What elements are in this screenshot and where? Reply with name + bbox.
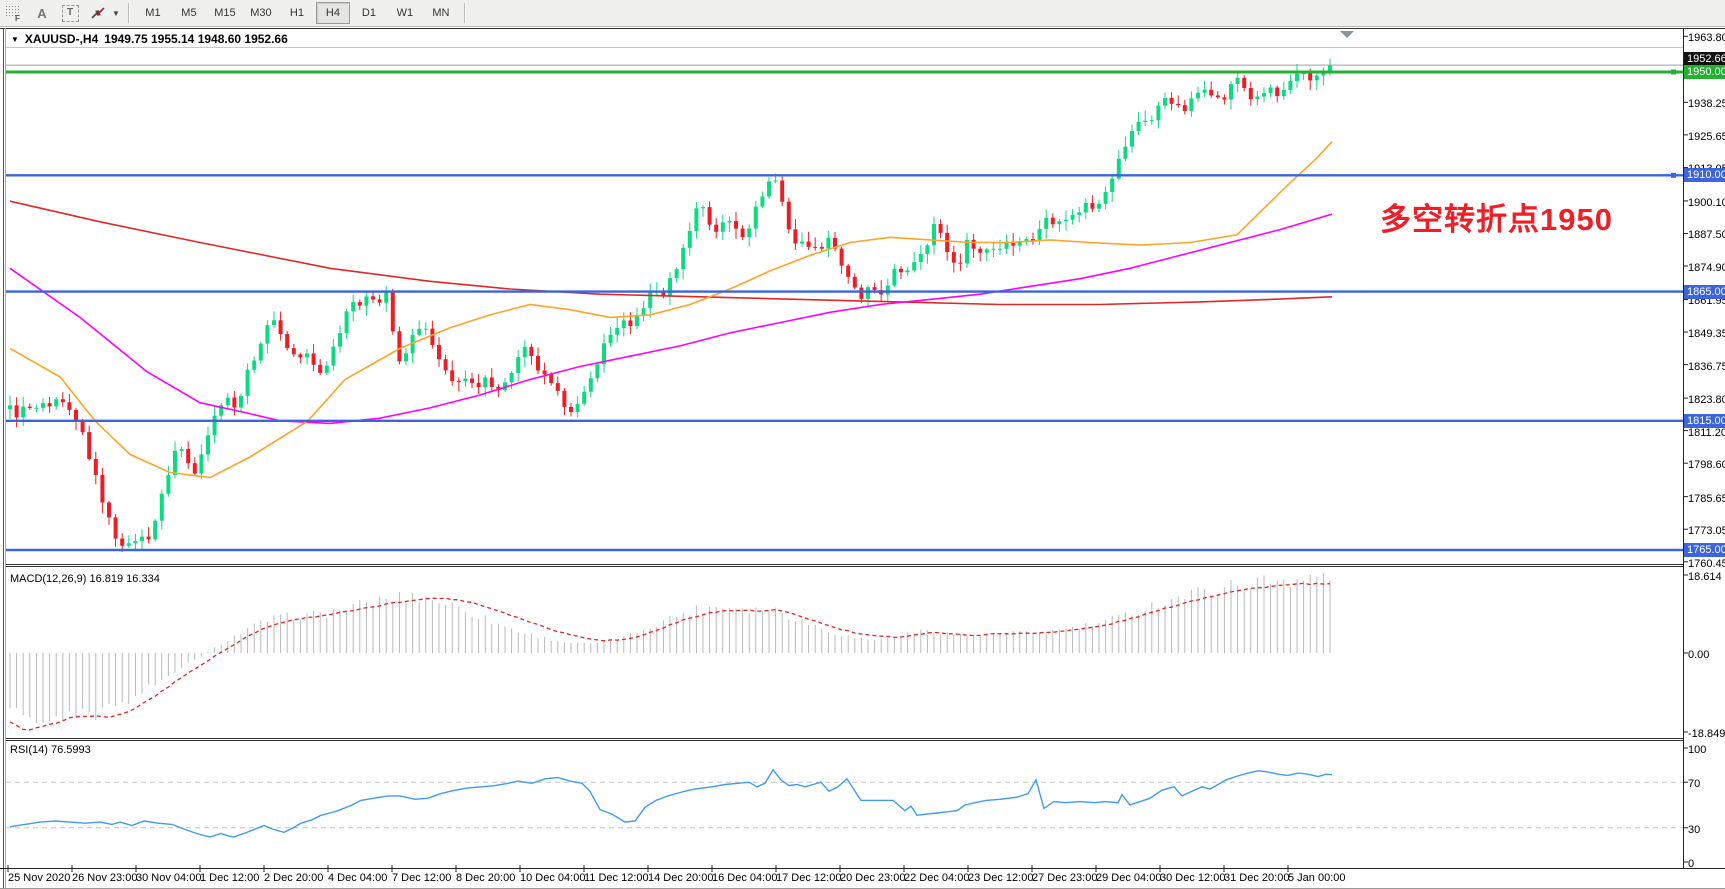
x-tick-label: 20 Dec 23:00: [840, 872, 906, 884]
chart-grid-icon[interactable]: F: [1, 1, 27, 25]
candlestick-series: [8, 58, 1332, 552]
y-tick-label: 1785.65: [1688, 492, 1725, 505]
y-tick-label: 1836.75: [1688, 360, 1725, 373]
level-badge-1815: 1815.00: [1684, 413, 1725, 428]
x-tick-label: 2 Dec 20:00: [264, 872, 324, 884]
x-tick-label: 7 Dec 12:00: [392, 872, 452, 884]
current-price-badge: 1952.66: [1684, 52, 1725, 67]
rsi-tick-label: 30: [1688, 823, 1701, 836]
chart-area[interactable]: ▼ XAUUSD-,H4 1949.75 1955.14 1948.60 195…: [0, 27, 1725, 889]
level-badge-1865: 1865.00: [1684, 284, 1725, 299]
y-tick-label: 1938.25: [1688, 98, 1725, 111]
macd-tick-label: 0.00: [1688, 649, 1710, 661]
grid-dots-icon: F: [6, 6, 20, 22]
timeframe-h4[interactable]: H4: [315, 2, 350, 24]
x-tick-label: 26 Nov 23:00: [72, 872, 138, 884]
x-tick-label: 16 Dec 04:00: [712, 872, 778, 884]
timeframe-m30[interactable]: M30: [250, 7, 272, 19]
boxed-t-icon: T: [61, 4, 79, 22]
double-arrow-icon: [91, 7, 105, 19]
x-tick-label: 1 Dec 12:00: [200, 872, 260, 884]
y-tick-label: 1849.35: [1688, 328, 1725, 341]
text-tool-icon[interactable]: T: [57, 1, 83, 25]
timeframe-group: M1 M5 M15 M30 H1 H4 D1 W1 MN: [135, 2, 459, 24]
ma-red-line: [9, 200, 1333, 306]
chart-shift-marker-icon: [1340, 31, 1354, 38]
x-tick-label: 23 Dec 12:00: [968, 872, 1034, 884]
y-tick-label: 1798.60: [1688, 459, 1725, 472]
x-tick-label: 4 Dec 04:00: [328, 872, 388, 884]
symbol-ohlc-values: 1949.75 1955.14 1948.60 1952.66: [104, 32, 288, 46]
ma-orange-line: [9, 141, 1333, 479]
toolbar: F A T ▼ M1 M5 M15 M30 H1 H4 D1 W1 MN: [0, 0, 1725, 27]
timeframe-m1[interactable]: M1: [145, 7, 161, 19]
level-handle-1910[interactable]: [1671, 172, 1676, 178]
x-tick-label: 30 Dec 12:00: [1160, 872, 1226, 884]
y-tick-label: 1823.80: [1688, 394, 1725, 407]
arrow-objects-tool-icon[interactable]: [85, 1, 111, 25]
level-handle-1950[interactable]: [1671, 69, 1676, 75]
x-tick-label: 30 Nov 04:00: [136, 872, 202, 884]
panel-borders: [0, 28, 1725, 889]
x-tick-label: 25 Nov 2020: [8, 872, 71, 884]
x-tick-label: 29 Dec 04:00: [1096, 872, 1162, 884]
x-tick-label: 14 Dec 20:00: [648, 872, 714, 884]
toolbar-separator: [463, 3, 466, 23]
x-tick-label: 17 Dec 12:00: [776, 872, 842, 884]
macd-panel: [9, 573, 1331, 731]
x-tick-label: 31 Dec 20:00: [1224, 872, 1290, 884]
level-badge-1950: 1950.00: [1684, 64, 1725, 79]
x-tick-label: 8 Dec 20:00: [456, 872, 516, 884]
timeframe-m15[interactable]: M15: [214, 7, 236, 19]
arrow-tool-dropdown-icon[interactable]: ▼: [112, 8, 120, 18]
rsi-label: RSI(14) 76.5993: [10, 744, 91, 756]
symbol-ohlc-header: ▼ XAUUSD-,H4 1949.75 1955.14 1948.60 195…: [11, 32, 288, 46]
level-badge-1765: 1765.00: [1684, 543, 1725, 557]
chart-annotation-text[interactable]: 多空转折点1950: [1380, 202, 1613, 237]
horizontal-level-lines: [6, 64, 1683, 552]
axis-ticks: [7, 35, 1688, 872]
y-tick-label: 1963.80: [1688, 32, 1725, 45]
level-badge-1910: 1910.00: [1684, 168, 1725, 183]
ma-magenta-line: [9, 213, 1333, 425]
rsi-tick-label: 100: [1688, 744, 1707, 756]
chart-canvas[interactable]: [0, 27, 1725, 889]
y-tick-label: 1900.10: [1688, 196, 1725, 209]
macd-tick-label: -18.849: [1688, 727, 1725, 740]
x-tick-label: 5 Jan 00:00: [1288, 872, 1346, 884]
timeframe-mn[interactable]: MN: [432, 7, 450, 19]
rsi-tick-label: 0: [1688, 858, 1695, 870]
macd-tick-label: 18.614: [1688, 571, 1722, 583]
x-tick-label: 27 Dec 23:00: [1032, 872, 1098, 884]
toolbar-separator: [127, 3, 130, 23]
x-tick-label: 22 Dec 04:00: [904, 872, 970, 884]
macd-signal-line: [9, 582, 1331, 731]
moving-averages: [9, 141, 1333, 479]
x-tick-label: 11 Dec 12:00: [584, 872, 649, 884]
timeframe-m5[interactable]: M5: [181, 7, 197, 19]
y-tick-label: 1887.50: [1688, 229, 1725, 242]
y-tick-label: 1811.20: [1688, 426, 1725, 439]
rsi-line: [9, 768, 1333, 838]
rsi-tick-label: 70: [1688, 778, 1701, 791]
text-label-tool-icon[interactable]: A: [37, 5, 47, 21]
y-tick-label: 1874.90: [1688, 262, 1725, 275]
y-tick-label: 1925.65: [1688, 130, 1725, 143]
x-tick-label: 10 Dec 04:00: [520, 872, 586, 884]
svg-text:F: F: [15, 14, 20, 22]
timeframe-d1[interactable]: D1: [361, 7, 376, 19]
y-tick-label: 1760.45: [1688, 557, 1725, 570]
timeframe-h1[interactable]: H1: [289, 7, 304, 19]
timeframe-w1[interactable]: W1: [396, 7, 414, 19]
y-tick-label: 1773.05: [1688, 525, 1725, 538]
symbol-collapse-icon[interactable]: ▼: [11, 34, 19, 44]
rsi-panel: [6, 768, 1683, 838]
macd-label: MACD(12,26,9) 16.819 16.334: [10, 573, 160, 585]
symbol-name: XAUUSD-,H4: [24, 32, 99, 46]
